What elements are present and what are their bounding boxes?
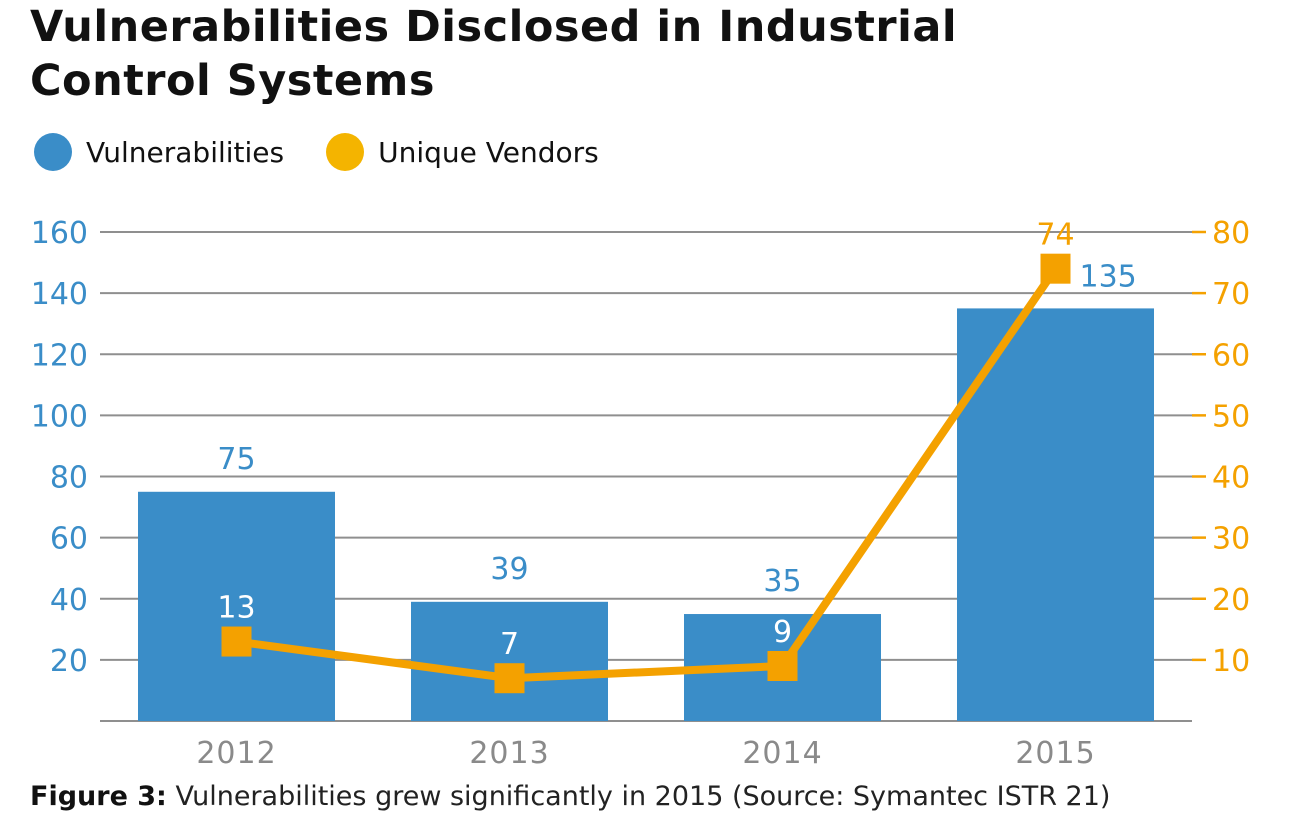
bar-vulnerabilities [957, 308, 1154, 721]
chart-title-line-1: Vulnerabilities Disclosed in Industrial [30, 2, 958, 52]
legend-label-vulnerabilities: Vulnerabilities [86, 135, 285, 169]
y-right-tick-label: 70 [1212, 277, 1250, 312]
x-tick-label: 2013 [469, 736, 549, 771]
legend-item-vulnerabilities: Vulnerabilities [34, 133, 284, 171]
line-value-label: 9 [773, 615, 792, 650]
line-value-label: 7 [500, 627, 519, 662]
marker-unique-vendors [221, 626, 252, 657]
y-left-tick-label: 40 [50, 583, 88, 618]
bar-value-label: 39 [490, 552, 528, 587]
legend: Vulnerabilities Unique Vendors [34, 132, 641, 172]
y-right-tick-label: 20 [1212, 583, 1250, 618]
x-tick-label: 2014 [742, 736, 822, 771]
marker-unique-vendors [494, 663, 525, 694]
y-right-tick-label: 30 [1212, 522, 1250, 557]
legend-swatch-vulnerabilities [34, 133, 72, 171]
caption-label: Figure 3: [30, 781, 167, 812]
chart-title: Vulnerabilities Disclosed in Industrial … [30, 0, 957, 108]
legend-label-unique-vendors: Unique Vendors [378, 135, 599, 169]
y-left-tick-label: 20 [50, 644, 88, 679]
x-tick-label: 2015 [1015, 736, 1095, 771]
line-value-label: 74 [1036, 218, 1074, 253]
legend-swatch-unique-vendors [326, 133, 365, 171]
bar-vulnerabilities [411, 601, 608, 721]
y-left-tick-label: 140 [31, 277, 88, 312]
y-left-tick-label: 60 [50, 522, 88, 557]
line-unique-vendors [235, 266, 1059, 683]
y-right-tick-label: 80 [1212, 216, 1250, 251]
y-right-tick-label: 50 [1212, 399, 1250, 434]
line-value-label: 13 [217, 591, 255, 626]
y-right-tick-label: 60 [1212, 338, 1250, 373]
bar-value-label: 75 [217, 442, 255, 477]
y-left-tick-label: 160 [31, 216, 88, 251]
chart: 20 40 60 80 100 120 140 160 10 20 30 40 50 60 70 80 2012… [31, 216, 1250, 771]
marker-unique-vendors [1040, 253, 1071, 284]
y-left-tick-label: 80 [50, 461, 88, 496]
bar-vulnerabilities [138, 491, 335, 721]
y-left-tick-label: 120 [31, 338, 88, 373]
legend-item-unique-vendors: Unique Vendors [326, 133, 599, 171]
x-tick-label: 2012 [196, 736, 276, 771]
y-right-tick-label: 10 [1212, 644, 1250, 679]
bar-value-label: 135 [1080, 259, 1137, 294]
caption-text: Vulnerabilities grew significantly in 20… [175, 781, 1111, 812]
bar-value-label: 35 [763, 564, 801, 599]
y-right-tick-label: 40 [1212, 461, 1250, 496]
figure-caption: Figure 3: Vulnerabilities grew significa… [30, 781, 1110, 812]
y-left-tick-label: 100 [31, 399, 88, 434]
marker-unique-vendors [767, 650, 798, 681]
chart-title-line-2: Control Systems [30, 56, 435, 106]
